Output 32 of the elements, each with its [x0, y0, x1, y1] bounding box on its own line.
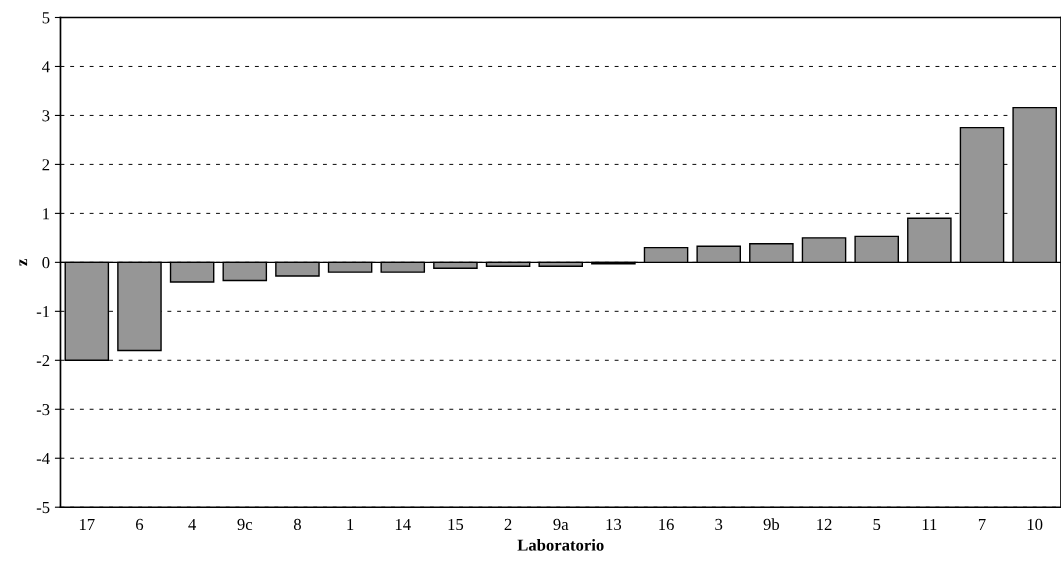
- x-tick-label: 1: [347, 518, 354, 530]
- x-tick-label: 10: [1027, 518, 1043, 531]
- x-tick-label: 6: [136, 518, 144, 531]
- x-axis-title: Laboratorio: [517, 538, 604, 551]
- x-tick-label: 15: [448, 518, 464, 531]
- x-tick-label: 12: [817, 518, 832, 530]
- y-tick-label: 0: [42, 257, 50, 269]
- y-tick-label: 1: [43, 208, 50, 220]
- y-tick-label: -1: [36, 306, 50, 318]
- x-tick-label: 3: [715, 518, 723, 531]
- x-tick-label: 7: [978, 518, 986, 530]
- x-tick-label: 9a: [553, 518, 569, 531]
- x-tick-label: 14: [395, 518, 411, 530]
- y-tick-label: -4: [36, 453, 50, 465]
- x-tick-label: 2: [504, 518, 512, 530]
- x-tick-label: 5: [873, 518, 881, 531]
- x-tick-label: 11: [922, 518, 937, 530]
- x-tick-label: 8: [293, 518, 301, 531]
- y-tick-label: -5: [36, 502, 50, 514]
- y-axis-title: z: [19, 259, 28, 266]
- x-tick-label: 17: [79, 518, 95, 530]
- x-tick-label: 13: [606, 518, 622, 531]
- y-tick-label: 3: [42, 110, 50, 122]
- y-tick-label: 4: [42, 61, 50, 73]
- y-tick-label: -3: [36, 404, 50, 416]
- y-tick-label: -2: [36, 355, 50, 367]
- x-tick-label: 9c: [237, 518, 253, 531]
- x-tick-label: 4: [188, 518, 197, 530]
- x-tick-label: 9b: [763, 518, 780, 531]
- x-tick-label: 16: [659, 518, 674, 531]
- y-tick-label: 5: [42, 12, 50, 24]
- y-tick-label: 2: [42, 159, 50, 171]
